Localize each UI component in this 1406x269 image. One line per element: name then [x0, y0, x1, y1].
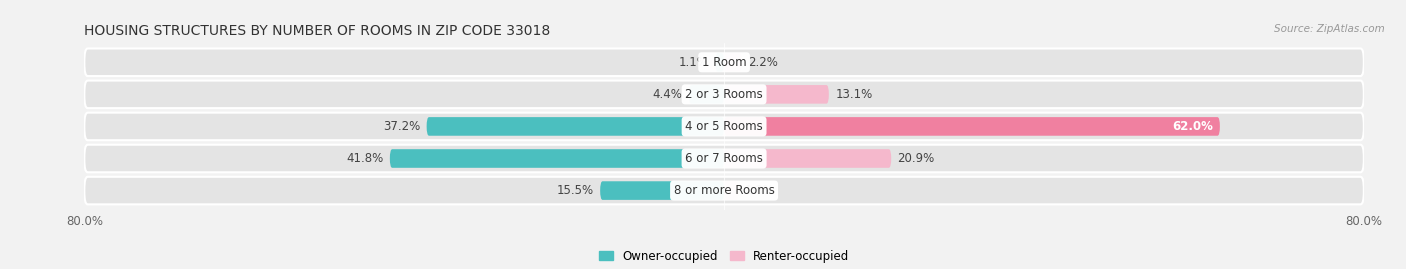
Text: 2 or 3 Rooms: 2 or 3 Rooms — [685, 88, 763, 101]
FancyBboxPatch shape — [600, 181, 724, 200]
FancyBboxPatch shape — [84, 145, 1364, 172]
Text: 41.8%: 41.8% — [346, 152, 384, 165]
FancyBboxPatch shape — [84, 81, 1364, 108]
FancyBboxPatch shape — [724, 149, 891, 168]
Text: 4 or 5 Rooms: 4 or 5 Rooms — [685, 120, 763, 133]
FancyBboxPatch shape — [724, 53, 742, 72]
FancyBboxPatch shape — [426, 117, 724, 136]
Text: 37.2%: 37.2% — [382, 120, 420, 133]
Legend: Owner-occupied, Renter-occupied: Owner-occupied, Renter-occupied — [593, 245, 855, 267]
FancyBboxPatch shape — [724, 117, 1220, 136]
FancyBboxPatch shape — [724, 181, 738, 200]
FancyBboxPatch shape — [84, 48, 1364, 76]
FancyBboxPatch shape — [724, 85, 830, 104]
FancyBboxPatch shape — [389, 149, 724, 168]
FancyBboxPatch shape — [716, 53, 724, 72]
Text: 1.8%: 1.8% — [745, 184, 775, 197]
Text: 1.1%: 1.1% — [679, 56, 709, 69]
Text: HOUSING STRUCTURES BY NUMBER OF ROOMS IN ZIP CODE 33018: HOUSING STRUCTURES BY NUMBER OF ROOMS IN… — [84, 24, 551, 38]
Text: 13.1%: 13.1% — [835, 88, 873, 101]
Text: 1 Room: 1 Room — [702, 56, 747, 69]
Text: Source: ZipAtlas.com: Source: ZipAtlas.com — [1274, 24, 1385, 34]
FancyBboxPatch shape — [689, 85, 724, 104]
Text: 8 or more Rooms: 8 or more Rooms — [673, 184, 775, 197]
Text: 20.9%: 20.9% — [897, 152, 935, 165]
FancyBboxPatch shape — [84, 177, 1364, 204]
Text: 15.5%: 15.5% — [557, 184, 593, 197]
FancyBboxPatch shape — [84, 113, 1364, 140]
Text: 62.0%: 62.0% — [1173, 120, 1213, 133]
Text: 2.2%: 2.2% — [748, 56, 778, 69]
Text: 6 or 7 Rooms: 6 or 7 Rooms — [685, 152, 763, 165]
Text: 4.4%: 4.4% — [652, 88, 682, 101]
